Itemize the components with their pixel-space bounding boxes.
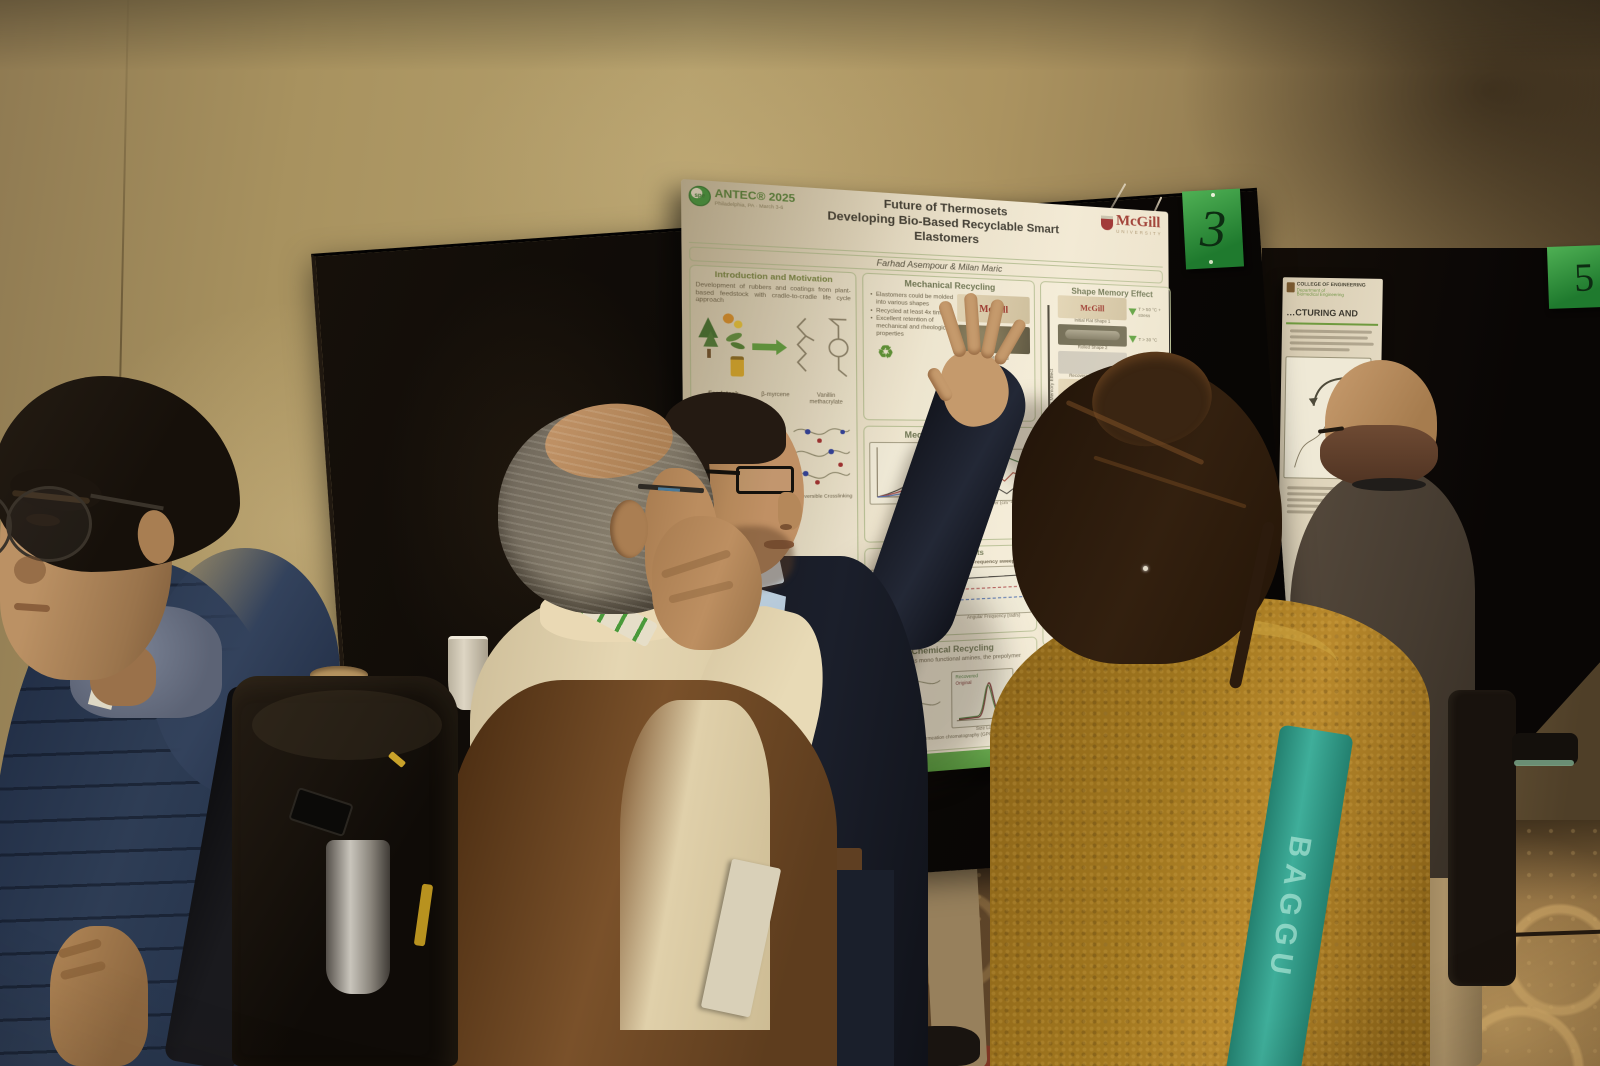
push-pin (1211, 193, 1215, 197)
shape-condition: T > 50 °C + stress (1138, 307, 1161, 318)
poster-right-dept2: Biomedical Engineering (1296, 291, 1344, 298)
board-number-main: 3 (1199, 200, 1227, 258)
shoulder-bag (1448, 690, 1516, 986)
intro-body: Development of rubbers and coatings from… (695, 281, 851, 305)
nostril-shade (780, 524, 792, 530)
mcgill-sample-text: McGill (1080, 302, 1105, 314)
board-number-right: 5 (1573, 253, 1595, 300)
illegible-text-line (1289, 335, 1368, 341)
poster-right-logo (1286, 282, 1295, 293)
shape-photo: McGill (1057, 295, 1127, 321)
older-man-ear (610, 500, 648, 558)
myrcene-structure (790, 316, 821, 379)
oil-bottle-icon (730, 356, 745, 377)
illegible-text-line (1289, 341, 1374, 347)
illegible-text-line (1289, 329, 1372, 335)
poster-right-title: …CTURING AND (1286, 307, 1359, 319)
university-logo-block: McGill UNIVERSITY (1079, 211, 1163, 237)
shoe-sole (1514, 760, 1574, 766)
earring (1143, 566, 1148, 571)
green-down-arrow-icon (1128, 335, 1137, 343)
presenter-glasses (736, 466, 794, 494)
green-down-arrow-icon (1128, 308, 1137, 316)
tree-icon (703, 330, 719, 348)
shape-photo (1057, 323, 1127, 347)
conference-logo-block: spe ANTEC® 2025 Philadelphia, PA · March… (688, 185, 804, 213)
mcgill-shield-icon (1100, 215, 1114, 231)
vanillin-structure (823, 315, 854, 384)
older-man-hand-on-chin (652, 516, 762, 650)
board-number-sticky-note: 5 (1546, 245, 1600, 309)
rolled-sample (1064, 329, 1120, 341)
strap-brand-text: BAGGU (1261, 833, 1318, 984)
thermos-bottle (326, 840, 390, 994)
spe-logo-icon: spe (688, 185, 711, 207)
leftman-glasses-lens (6, 486, 92, 562)
monomer2-label: Vanillin methacrylate (809, 392, 843, 406)
leftman-nose-shade (14, 556, 46, 584)
illegible-text-line (1289, 347, 1350, 352)
arrow-icon (752, 343, 777, 351)
leaf-icon (729, 341, 746, 351)
lanyard-dark (1352, 478, 1426, 491)
poster-right-rule (1286, 322, 1379, 327)
flower-icon (722, 313, 734, 325)
flower-icon (733, 320, 743, 329)
spe-logo-text: spe (694, 192, 706, 200)
shape-condition: T > 30 °C (1138, 336, 1158, 343)
tree-trunk (707, 349, 711, 359)
push-pin (1209, 260, 1213, 264)
feedstock-figure (696, 308, 852, 394)
arrow-head-icon (776, 339, 788, 356)
backpack-flap (252, 690, 442, 760)
board-number-sticky-note: 3 (1181, 188, 1245, 270)
